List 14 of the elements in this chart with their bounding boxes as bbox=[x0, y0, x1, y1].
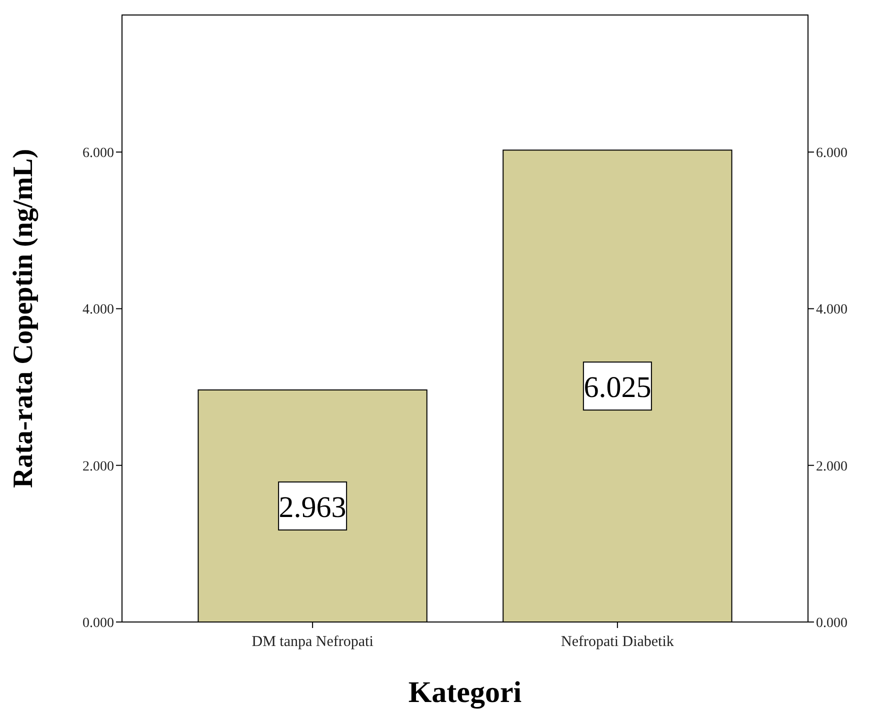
y2-tick-label: 0.000 bbox=[816, 616, 848, 631]
data-label: 2.963 bbox=[278, 490, 346, 524]
x-tick-label: Nefropati Diabetik bbox=[561, 634, 674, 650]
y-tick-label: 4.000 bbox=[82, 302, 114, 318]
data-label: 6.025 bbox=[584, 371, 652, 404]
y-axis-title: Rata-rata Copeptin (ng/mL) bbox=[8, 148, 39, 488]
y2-tick-label: 6.000 bbox=[816, 146, 848, 161]
x-tick-label: DM tanpa Nefropati bbox=[252, 634, 374, 650]
y2-tick-label: 4.000 bbox=[816, 302, 848, 318]
y-tick-label: 6.000 bbox=[82, 146, 114, 161]
y2-tick-label: 2.000 bbox=[816, 459, 848, 474]
y-tick-label: 2.000 bbox=[82, 459, 114, 474]
x-axis-title: Kategori bbox=[408, 676, 522, 709]
y-tick-label: 0.000 bbox=[82, 616, 114, 631]
